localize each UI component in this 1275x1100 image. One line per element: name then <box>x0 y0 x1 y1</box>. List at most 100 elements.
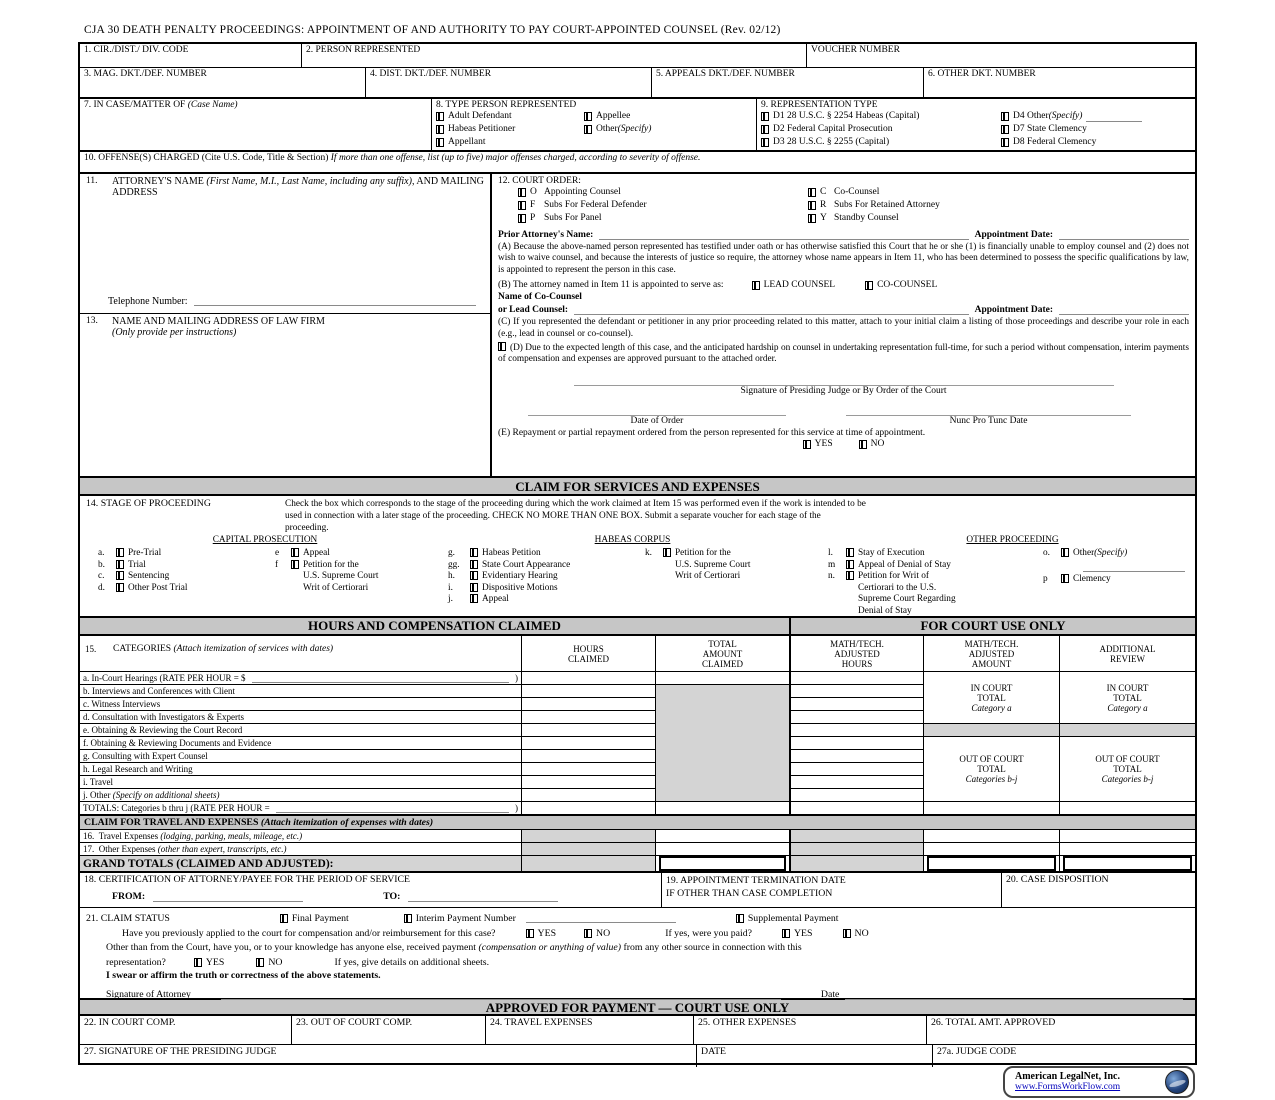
checkbox-subs-retained[interactable] <box>808 201 816 210</box>
checkbox-paid-no[interactable] <box>842 928 851 938</box>
input-cell[interactable] <box>522 763 656 776</box>
input-cell[interactable] <box>656 802 791 816</box>
grand-total-adjusted-cell[interactable] <box>924 856 1060 873</box>
input-line-prior-attorney[interactable] <box>599 230 969 240</box>
checkbox-d2[interactable] <box>761 125 769 134</box>
checkbox-petition-certiorari-capital[interactable] <box>291 559 299 569</box>
input-cell[interactable] <box>791 685 924 698</box>
input-cell[interactable] <box>791 724 924 737</box>
checkbox-d3[interactable] <box>761 138 769 147</box>
checkbox-habeas-petitioner[interactable] <box>436 125 444 134</box>
field-person-represented[interactable]: 2. PERSON REPRESENTED <box>302 44 807 68</box>
checkbox-clemency[interactable] <box>1061 573 1069 583</box>
checkbox-d7[interactable] <box>1001 125 1009 134</box>
input-line-co-counsel-name[interactable] <box>574 305 969 316</box>
checkbox-d8[interactable] <box>1001 138 1009 147</box>
other-expenses-approved[interactable]: 25. OTHER EXPENSES <box>694 1016 927 1045</box>
out-of-court-comp[interactable]: 23. OUT OF COURT COMP. <box>292 1016 486 1045</box>
input-cell[interactable] <box>522 711 656 724</box>
checkbox-adult-defendant[interactable] <box>436 112 444 121</box>
input-cell[interactable] <box>1060 830 1195 843</box>
input-cell[interactable] <box>924 830 1060 843</box>
checkbox-dispositive-motions[interactable] <box>470 582 478 592</box>
checkbox-final-payment[interactable] <box>279 913 288 923</box>
input-line-appointment-date2[interactable] <box>1059 305 1189 316</box>
field-other-dkt[interactable]: 6. OTHER DKT. NUMBER <box>923 68 1195 99</box>
checkbox-applied-no[interactable] <box>584 928 593 938</box>
field-case-matter[interactable]: 7. IN CASE/MATTER OF (Case Name) <box>80 99 432 152</box>
checkbox-trial[interactable] <box>116 559 124 569</box>
checkbox-petition-writ-denial-stay[interactable] <box>846 571 854 580</box>
checkbox-other-payment-no[interactable] <box>256 958 265 967</box>
input-cell[interactable] <box>522 750 656 763</box>
input-cell[interactable] <box>791 776 924 789</box>
field-cir-dist-div-code[interactable]: 1. CIR./DIST./ DIV. CODE <box>80 44 302 68</box>
input-line-judge-signature[interactable] <box>573 374 1114 386</box>
input-line-rate-per-hour[interactable] <box>251 673 509 683</box>
checkbox-standby-counsel[interactable] <box>808 214 816 223</box>
input-line-to-date[interactable] <box>408 892 559 902</box>
input-cell[interactable] <box>656 843 791 856</box>
checkbox-other-specify[interactable] <box>1061 548 1069 557</box>
in-court-comp[interactable]: 22. IN COURT COMP. <box>80 1016 292 1045</box>
input-cell[interactable] <box>791 750 924 763</box>
checkbox-other-person[interactable] <box>584 125 592 134</box>
checkbox-lead-counsel[interactable] <box>751 280 760 290</box>
input-cell[interactable] <box>522 776 656 789</box>
checkbox-subs-panel[interactable] <box>518 214 526 223</box>
input-cell[interactable] <box>1060 802 1195 816</box>
input-cell[interactable] <box>656 830 791 843</box>
input-line-from-date[interactable] <box>153 892 304 902</box>
field-appeals-dkt[interactable]: 5. APPEALS DKT./DEF. NUMBER <box>651 68 924 99</box>
checkbox-repayment-yes[interactable] <box>802 439 811 449</box>
input-cell[interactable] <box>924 802 1060 816</box>
checkbox-appeal-denial-stay[interactable] <box>846 559 854 569</box>
field-mag-dkt[interactable]: 3. MAG. DKT./DEF. NUMBER <box>80 68 366 99</box>
checkbox-applied-yes[interactable] <box>525 928 534 938</box>
input-line-attorney-signature[interactable] <box>220 990 781 1000</box>
checkbox-co-counsel-b[interactable] <box>865 280 874 290</box>
case-disposition[interactable]: 20. CASE DISPOSITION <box>1002 873 1195 908</box>
checkbox-petition-certiorari-habeas[interactable] <box>663 548 671 557</box>
checkbox-repayment-no[interactable] <box>858 439 867 449</box>
checkbox-other-payment-yes[interactable] <box>193 958 202 967</box>
input-cell[interactable] <box>522 698 656 711</box>
input-cell[interactable] <box>656 672 791 685</box>
checkbox-d1[interactable] <box>761 112 769 121</box>
field-law-firm[interactable]: 13. NAME AND MAILING ADDRESS OF LAW FIRM… <box>86 316 325 338</box>
checkbox-d4[interactable] <box>1001 112 1009 121</box>
checkbox-appeal-capital[interactable] <box>291 548 299 557</box>
input-cell[interactable] <box>522 724 656 737</box>
judge-code[interactable]: 27a. JUDGE CODE <box>937 1046 1017 1057</box>
input-cell[interactable] <box>522 672 656 685</box>
input-cell[interactable] <box>791 672 924 685</box>
checkbox-pre-trial[interactable] <box>116 548 124 557</box>
travel-expenses-approved[interactable]: 24. TRAVEL EXPENSES <box>486 1016 694 1045</box>
checkbox-habeas-petition[interactable] <box>470 548 478 557</box>
input-line-totals-rate[interactable] <box>275 803 509 813</box>
input-cell[interactable] <box>791 802 924 816</box>
checkbox-sentencing[interactable] <box>116 571 124 580</box>
checkbox-appellee[interactable] <box>584 112 592 121</box>
input-line-other-specify[interactable] <box>1083 562 1185 572</box>
checkbox-interim-payment[interactable] <box>403 913 412 923</box>
input-cell[interactable] <box>522 685 656 698</box>
total-amount-approved[interactable]: 26. TOTAL AMT. APPROVED <box>927 1016 1195 1045</box>
input-line-d4-other[interactable] <box>1086 112 1143 122</box>
input-cell[interactable] <box>522 737 656 750</box>
checkbox-appointing-counsel[interactable] <box>518 188 526 197</box>
checkbox-appellant[interactable] <box>436 138 444 147</box>
appointment-termination-date[interactable]: 19. APPOINTMENT TERMINATION DATE IF OTHE… <box>662 873 1002 908</box>
checkbox-supplemental-payment[interactable] <box>735 913 744 923</box>
input-cell[interactable] <box>791 711 924 724</box>
field-dist-dkt[interactable]: 4. DIST. DKT./DEF. NUMBER <box>365 68 652 99</box>
checkbox-other-post-trial[interactable] <box>116 582 124 592</box>
input-cell[interactable] <box>522 802 656 816</box>
input-cell[interactable] <box>1060 843 1195 856</box>
checkbox-paid-yes[interactable] <box>781 928 790 938</box>
field-voucher-number[interactable]: VOUCHER NUMBER <box>807 44 1195 68</box>
presiding-judge-signature[interactable]: 27. SIGNATURE OF THE PRESIDING JUDGE <box>80 1045 697 1067</box>
input-cell[interactable] <box>791 698 924 711</box>
checkbox-subs-federal-defender[interactable] <box>518 201 526 210</box>
checkbox-interim-payments[interactable] <box>498 342 506 352</box>
